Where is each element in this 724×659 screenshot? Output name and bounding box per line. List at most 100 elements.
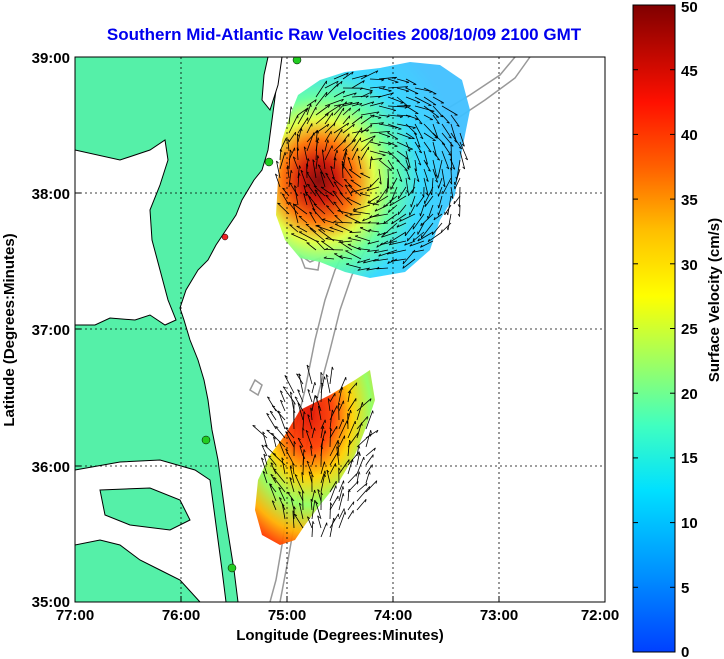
velocity-arrowhead	[303, 411, 306, 415]
velocity-arrow	[333, 72, 349, 80]
velocity-arrow	[292, 510, 295, 529]
velocity-arrowhead	[293, 203, 296, 207]
velocity-arrowhead	[281, 457, 285, 461]
velocity-arrow	[288, 106, 292, 125]
velocity-arrow	[320, 446, 322, 466]
velocity-arrow	[441, 150, 450, 170]
velocity-arrow	[325, 374, 331, 394]
colorbar-tick-label: 35	[681, 192, 698, 209]
velocity-arrowhead	[367, 241, 371, 245]
velocity-arrowhead	[341, 386, 344, 390]
velocity-arrowhead	[355, 473, 358, 477]
velocity-arrowhead	[320, 171, 323, 175]
velocity-arrowhead	[358, 471, 361, 475]
velocity-arrowhead	[436, 122, 440, 125]
velocity-arrow	[285, 448, 295, 466]
velocity-arrowhead	[406, 190, 409, 194]
velocity-arrow	[333, 102, 353, 107]
velocity-arrowhead	[345, 101, 347, 105]
velocity-arrowhead	[305, 191, 309, 194]
velocity-arrowhead	[436, 158, 440, 161]
velocity-arrow	[313, 203, 326, 215]
velocity-arrow	[365, 480, 378, 493]
velocity-arrow	[356, 499, 367, 511]
velocity-arrow	[329, 480, 337, 493]
velocity-arrow	[360, 138, 373, 152]
velocity-arrow	[297, 128, 302, 143]
velocity-arrowhead	[378, 253, 381, 257]
velocity-arrow	[261, 444, 268, 457]
colorbar-tick-labels: 0 5 10 15 20 25 30 35 40 45 50	[681, 0, 698, 659]
velocity-arrowhead	[371, 101, 375, 105]
velocity-arrowhead	[369, 471, 371, 475]
velocity-arrow	[345, 250, 362, 260]
velocity-arrow	[441, 222, 452, 233]
colorbar-tick-label: 40	[681, 127, 698, 144]
velocity-arrow	[424, 186, 434, 204]
velocity-arrow	[252, 425, 268, 439]
velocity-arrow	[432, 150, 441, 161]
velocity-arrowhead	[282, 187, 286, 190]
velocity-arrow	[438, 195, 443, 209]
velocity-arrow	[352, 204, 371, 211]
velocity-arrow	[322, 219, 335, 224]
velocity-arrow	[378, 141, 392, 145]
velocity-arrowhead	[325, 374, 329, 378]
velocity-arrow	[357, 155, 362, 170]
velocity-arrow	[427, 231, 443, 243]
velocity-arrowhead	[369, 215, 373, 218]
velocity-arrowhead	[308, 471, 312, 475]
velocity-arrow	[349, 213, 362, 216]
velocity-arrow	[365, 430, 372, 448]
velocity-arrow	[315, 225, 335, 233]
velocity-arrow	[342, 148, 347, 161]
velocity-arrow	[338, 435, 345, 448]
velocity-arrow	[324, 139, 329, 152]
velocity-arrow	[306, 171, 317, 188]
velocity-arrowhead	[270, 462, 274, 465]
velocity-arrow	[356, 398, 372, 412]
velocity-arrow	[310, 498, 313, 511]
velocity-arrowhead	[278, 441, 282, 444]
velocity-arrow	[383, 222, 398, 236]
velocity-arrow	[325, 238, 344, 242]
velocity-arrowhead	[355, 235, 359, 237]
velocity-arrowhead	[273, 436, 276, 440]
velocity-arrowhead	[269, 410, 273, 413]
velocity-arrowhead	[252, 425, 256, 427]
velocity-arrow	[339, 256, 353, 260]
velocity-arrow	[372, 195, 389, 206]
velocity-arrowhead	[356, 101, 360, 105]
velocity-arrow	[350, 179, 362, 188]
velocity-arrow	[333, 139, 346, 152]
velocity-arrowhead	[404, 106, 408, 109]
velocity-arrow	[278, 487, 286, 502]
velocity-arrowhead	[338, 240, 342, 243]
velocity-arrowhead	[446, 227, 449, 231]
velocity-arrowhead	[266, 413, 270, 416]
velocity-arrow	[313, 185, 326, 197]
velocity-arrowhead	[264, 444, 268, 447]
velocity-arrow	[305, 430, 313, 448]
velocity-arrowhead	[324, 473, 326, 478]
velocity-arrowhead	[402, 260, 405, 265]
velocity-arrowhead	[303, 146, 307, 150]
velocity-arrowhead	[368, 486, 371, 490]
velocity-arrow	[459, 132, 465, 147]
velocity-arrow	[285, 427, 295, 439]
velocity-arrowhead	[307, 389, 311, 392]
velocity-arrow	[317, 515, 322, 529]
velocity-arrow	[347, 237, 362, 242]
velocity-arrow	[441, 168, 446, 187]
velocity-arrow	[298, 231, 317, 242]
velocity-arrow	[311, 395, 316, 412]
velocity-arrow	[320, 474, 326, 493]
velocity-arrow	[311, 382, 316, 394]
velocity-arrow	[360, 135, 376, 143]
velocity-arrowhead	[365, 483, 368, 487]
velocity-arrow	[348, 184, 362, 197]
velocity-arrowhead	[278, 486, 282, 490]
velocity-arrow	[267, 455, 277, 466]
velocity-arrow	[387, 168, 390, 189]
velocity-arrowhead	[288, 201, 292, 204]
